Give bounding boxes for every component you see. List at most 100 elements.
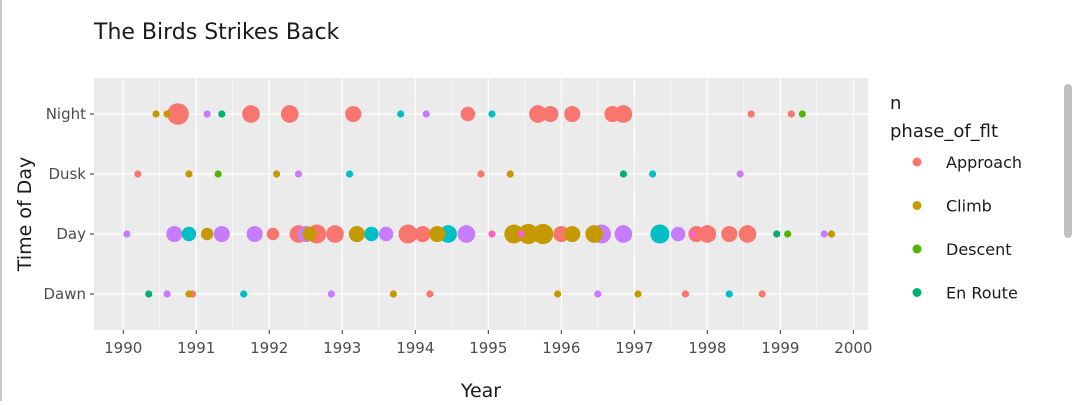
data-point <box>163 110 171 118</box>
data-point <box>619 170 627 178</box>
legend-key <box>912 157 922 167</box>
data-point <box>564 105 581 123</box>
data-point <box>518 223 539 245</box>
data-point <box>167 103 189 125</box>
data-point <box>203 110 211 118</box>
data-point <box>272 170 281 178</box>
data-point <box>246 225 263 243</box>
x-axis-ticks: 1990 1991 1992 1993 1994 1995 1996 1997 1998 1999… <box>104 330 872 357</box>
data-point <box>213 225 230 243</box>
legend-scrollbar[interactable] <box>1064 84 1072 238</box>
data-point <box>145 290 153 298</box>
x-tick-label: 1996 <box>542 339 580 357</box>
data-point <box>134 170 142 178</box>
data-point <box>529 105 547 123</box>
y-axis-ticks: Dawn Day Dusk Night <box>43 105 94 303</box>
data-point <box>185 170 193 178</box>
legend-label: Climb <box>946 197 992 216</box>
data-point <box>758 290 766 298</box>
x-tick-label: 1999 <box>761 339 799 357</box>
data-point <box>585 225 603 243</box>
y-tick-label: Dawn <box>43 285 86 303</box>
data-point <box>166 225 183 243</box>
plot-panel <box>94 78 868 330</box>
data-point <box>564 225 581 243</box>
size-legend-title: n <box>890 93 901 114</box>
data-point <box>378 226 394 242</box>
data-point <box>504 224 524 244</box>
legend-label: Descent <box>946 240 1012 259</box>
data-point <box>820 230 828 238</box>
data-point <box>345 105 362 123</box>
legend-key <box>912 288 922 297</box>
data-point <box>517 230 525 238</box>
legend: n phase_of_flt Approach Climb Descent En Ro… <box>890 93 1022 303</box>
data-point <box>152 110 160 118</box>
data-point <box>326 225 344 243</box>
data-point <box>429 225 446 243</box>
legend-key <box>912 201 922 210</box>
data-point <box>280 105 299 123</box>
legend-label: En Route <box>946 284 1018 303</box>
data-point <box>532 223 554 245</box>
data-point <box>398 224 418 244</box>
legend-label: Approach <box>946 153 1022 172</box>
x-tick-label: 1997 <box>615 339 653 357</box>
window-left-border <box>0 0 2 401</box>
x-tick-label: 2000 <box>834 339 872 357</box>
y-tick-label: Day <box>56 225 86 243</box>
data-point <box>426 290 434 298</box>
data-point <box>747 110 755 118</box>
data-point <box>554 290 562 298</box>
data-point <box>784 230 792 238</box>
data-point <box>200 227 214 241</box>
data-point <box>477 170 485 178</box>
data-point <box>348 225 365 243</box>
legend-title: phase_of_flt <box>890 121 998 142</box>
data-point <box>266 227 280 241</box>
y-tick-label: Dusk <box>48 165 86 183</box>
data-point <box>214 170 222 178</box>
data-point <box>345 170 354 178</box>
data-point <box>294 170 303 178</box>
data-point <box>648 170 657 178</box>
x-tick-label: 1998 <box>688 339 726 357</box>
data-point <box>670 226 686 242</box>
data-point <box>604 105 621 123</box>
data-point <box>457 225 476 243</box>
chart-title: The Birds Strikes Back <box>93 20 340 45</box>
data-point <box>688 225 705 243</box>
data-point <box>240 290 248 298</box>
data-point <box>736 170 744 178</box>
data-point <box>422 110 430 118</box>
data-point <box>414 225 431 243</box>
data-point <box>163 290 171 298</box>
x-tick-label: 1994 <box>396 339 434 357</box>
x-axis-label: Year <box>460 380 501 401</box>
data-point <box>689 230 697 238</box>
data-point <box>594 290 602 298</box>
data-point <box>721 225 738 243</box>
data-point <box>218 110 226 118</box>
data-point <box>506 170 514 178</box>
data-point <box>123 230 131 238</box>
data-point <box>827 230 836 238</box>
data-point <box>364 226 379 242</box>
data-points <box>123 103 836 298</box>
legend-key <box>912 244 922 254</box>
grid-lines <box>94 78 868 330</box>
data-point <box>634 290 642 298</box>
data-point <box>488 110 496 118</box>
x-tick-label: 1990 <box>104 339 142 357</box>
data-point <box>650 224 670 244</box>
data-point <box>327 290 335 298</box>
data-point <box>460 106 476 122</box>
x-tick-label: 1993 <box>323 339 361 357</box>
x-tick-label: 1992 <box>250 339 288 357</box>
y-tick-label: Night <box>46 105 86 123</box>
data-point <box>798 110 806 118</box>
x-tick-label: 1991 <box>177 339 215 357</box>
y-axis-label: Time of Day <box>14 157 36 272</box>
data-point <box>681 290 690 298</box>
